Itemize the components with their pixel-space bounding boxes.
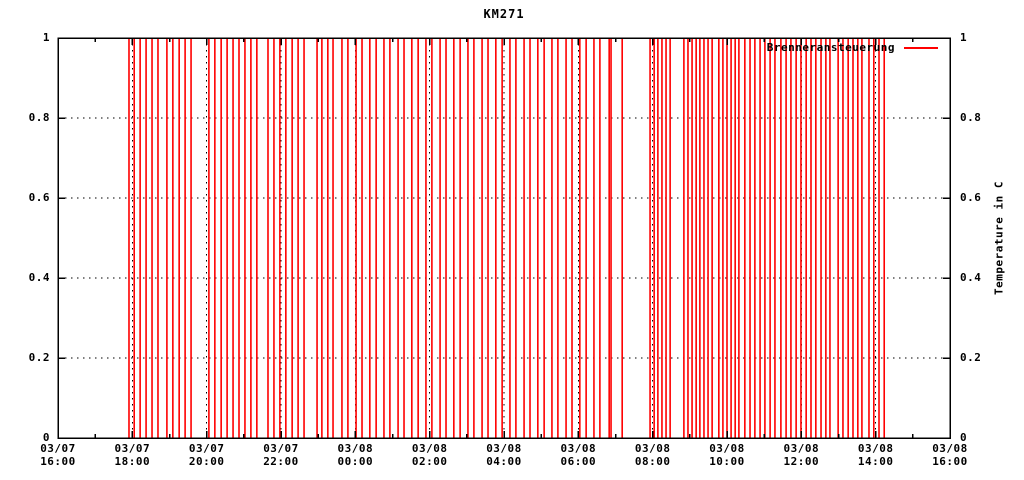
legend-label: Brenneransteuerung [766, 41, 895, 54]
y-tick-label-left: 0.4 [28, 271, 50, 284]
x-tick-date: 03/08 [337, 442, 374, 455]
x-tick-date: 03/07 [188, 442, 225, 455]
y-tick-label-left: 0 [42, 431, 50, 444]
y-tick-label-right: 0.6 [960, 191, 982, 204]
x-tick-label: 03/08 04:00 [469, 442, 539, 468]
x-tick-label: 03/08 12:00 [766, 442, 836, 468]
y-tick-label-left: 0.6 [28, 191, 50, 204]
chart-title: KM271 [483, 7, 525, 21]
x-tick-date: 03/08 [560, 442, 597, 455]
x-tick-time: 08:00 [634, 455, 671, 468]
x-tick-time: 12:00 [783, 455, 820, 468]
x-tick-label: 03/07 22:00 [246, 442, 316, 468]
series-brenneransteuerung [128, 38, 886, 438]
x-tick-label: 03/07 16:00 [23, 442, 93, 468]
y-tick-label-right: 0.8 [960, 111, 982, 124]
x-tick-time: 10:00 [709, 455, 745, 468]
x-tick-date: 03/08 [857, 442, 894, 455]
y-tick-label-right: 1 [960, 31, 968, 44]
y2-axis-title: Temperature in C [992, 181, 1006, 295]
x-tick-label: 03/08 08:00 [618, 442, 688, 468]
x-tick-time: 14:00 [857, 455, 894, 468]
x-tick-time: 00:00 [337, 455, 374, 468]
x-tick-label: 03/08 06:00 [543, 442, 613, 468]
x-tick-date: 03/08 [634, 442, 671, 455]
x-tick-time: 20:00 [188, 455, 225, 468]
x-tick-time: 16:00 [40, 455, 76, 468]
legend: Brenneransteuerung [767, 41, 938, 54]
x-tick-time: 04:00 [486, 455, 522, 468]
x-tick-date: 03/08 [932, 442, 968, 455]
x-tick-label: 03/07 18:00 [97, 442, 167, 468]
x-tick-time: 16:00 [932, 455, 968, 468]
x-tick-date: 03/08 [709, 442, 745, 455]
y-tick-label-right: 0.4 [960, 271, 982, 284]
x-tick-label: 03/08 02:00 [395, 442, 465, 468]
legend-line-sample-icon [904, 46, 938, 49]
x-tick-label: 03/08 14:00 [841, 442, 911, 468]
x-tick-date: 03/08 [411, 442, 448, 455]
x-tick-date: 03/08 [486, 442, 522, 455]
x-tick-label: 03/07 20:00 [172, 442, 242, 468]
y-tick-label-left: 1 [42, 31, 50, 44]
x-tick-label: 03/08 00:00 [320, 442, 390, 468]
x-tick-time: 02:00 [411, 455, 448, 468]
y-tick-label-left: 0.8 [28, 111, 50, 124]
x-tick-time: 06:00 [560, 455, 597, 468]
x-tick-date: 03/07 [40, 442, 76, 455]
x-tick-time: 22:00 [263, 455, 299, 468]
x-tick-date: 03/07 [263, 442, 299, 455]
x-tick-label: 03/08 10:00 [692, 442, 762, 468]
y-tick-label-right: 0 [960, 431, 968, 444]
x-tick-date: 03/08 [783, 442, 820, 455]
x-tick-date: 03/07 [114, 442, 151, 455]
y-tick-label-right: 0.2 [960, 351, 982, 364]
x-tick-label: 03/08 16:00 [915, 442, 985, 468]
y-tick-label-left: 0.2 [28, 351, 50, 364]
x-tick-time: 18:00 [114, 455, 151, 468]
